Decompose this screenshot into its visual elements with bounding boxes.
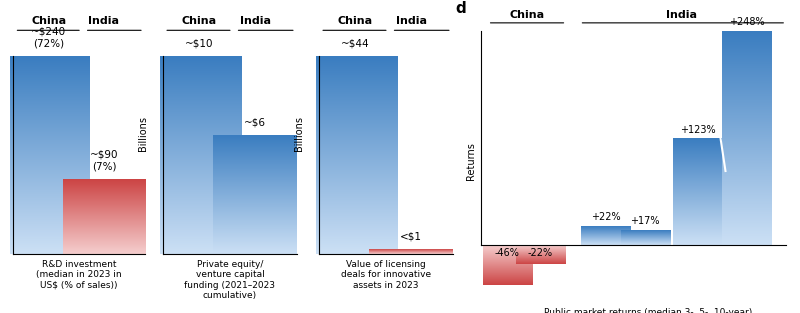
Text: India: India (666, 10, 697, 20)
Text: China: China (182, 16, 217, 26)
Text: -46%: -46% (495, 248, 520, 258)
Text: China: China (31, 16, 66, 26)
Text: China: China (510, 10, 545, 20)
Text: <$1: <$1 (400, 231, 422, 241)
Text: Private equity/
venture capital
funding (2021–2023
cumulative): Private equity/ venture capital funding … (185, 260, 275, 300)
Text: R&D investment
(median in 2023 in
US$ (% of sales)): R&D investment (median in 2023 in US$ (%… (36, 260, 122, 290)
Text: India: India (396, 16, 426, 26)
Text: Value of licensing
deals for innovative
assets in 2023: Value of licensing deals for innovative … (341, 260, 431, 290)
Text: +22%: +22% (591, 212, 621, 222)
Text: India: India (89, 16, 119, 26)
Text: India: India (240, 16, 270, 26)
Text: +123%: +123% (680, 125, 715, 135)
Text: ~$6: ~$6 (244, 117, 266, 127)
Text: Public market returns (median 3-, 5-, 10-year): Public market returns (median 3-, 5-, 10… (544, 308, 753, 313)
Text: Returns: Returns (466, 142, 476, 180)
Text: d: d (455, 1, 466, 16)
Text: ~$90
(7%): ~$90 (7%) (90, 150, 118, 172)
Text: ~$240
(72%): ~$240 (72%) (31, 27, 66, 48)
Text: -22%: -22% (527, 248, 553, 258)
Text: +17%: +17% (630, 216, 660, 226)
Text: ~$44: ~$44 (341, 38, 370, 48)
Text: ~$10: ~$10 (185, 38, 214, 48)
Text: Billions: Billions (294, 115, 304, 151)
Text: China: China (338, 16, 373, 26)
Text: +248%: +248% (729, 17, 765, 27)
Text: Billions: Billions (138, 115, 148, 151)
